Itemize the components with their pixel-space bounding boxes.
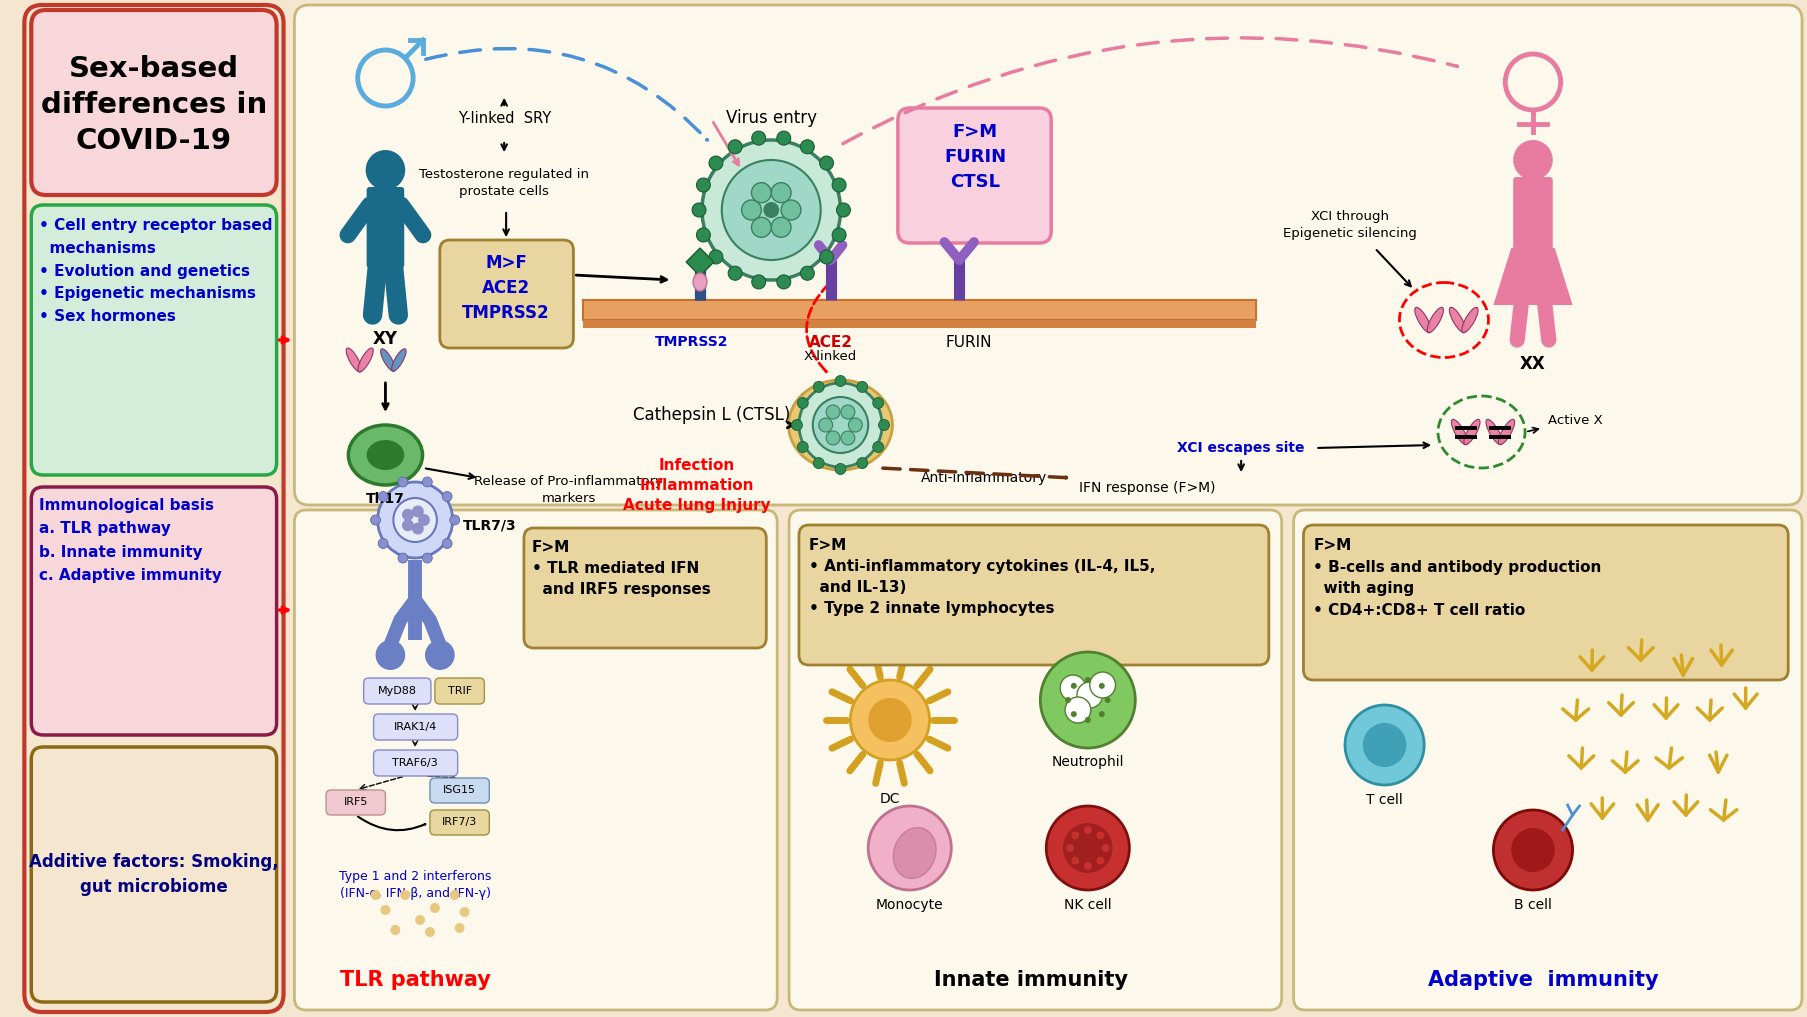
Bar [584, 320, 1256, 328]
Text: Neutrophil: Neutrophil [1052, 755, 1124, 769]
Circle shape [813, 397, 867, 453]
Circle shape [381, 905, 390, 915]
Text: TMPRSS2: TMPRSS2 [656, 335, 728, 349]
Text: F>M
• TLR mediated IFN
  and IRF5 responses: F>M • TLR mediated IFN and IRF5 response… [531, 540, 710, 597]
Text: IRF7/3: IRF7/3 [443, 817, 477, 827]
Circle shape [443, 491, 452, 501]
Circle shape [873, 398, 884, 409]
Circle shape [820, 156, 833, 170]
Circle shape [425, 928, 435, 937]
FancyBboxPatch shape [363, 678, 430, 704]
Text: B cell: B cell [1514, 898, 1552, 912]
Text: NK cell: NK cell [1064, 898, 1111, 912]
Text: X-linked: X-linked [804, 350, 857, 363]
Circle shape [1104, 697, 1111, 703]
Text: TLR7/3: TLR7/3 [463, 518, 517, 532]
Ellipse shape [381, 349, 396, 371]
Text: Anti-inflammatory: Anti-inflammatory [922, 471, 1046, 485]
Text: IFN response (F>M): IFN response (F>M) [1079, 481, 1216, 495]
Text: Immunological basis
a. TLR pathway
b. Innate immunity
c. Adaptive immunity: Immunological basis a. TLR pathway b. In… [40, 498, 222, 583]
Circle shape [1097, 831, 1104, 839]
Text: ACE2: ACE2 [808, 335, 853, 350]
Text: Infection
Inflammation
Acute lung Injury: Infection Inflammation Acute lung Injury [623, 458, 772, 513]
Circle shape [878, 419, 889, 430]
FancyBboxPatch shape [790, 510, 1281, 1010]
Bar [1455, 426, 1476, 430]
Circle shape [376, 640, 405, 670]
FancyBboxPatch shape [295, 510, 777, 1010]
Circle shape [1063, 823, 1113, 873]
Circle shape [692, 203, 707, 217]
Circle shape [813, 458, 824, 469]
Ellipse shape [392, 349, 407, 371]
Circle shape [721, 160, 820, 260]
Circle shape [777, 275, 791, 289]
Text: TRAF6/3: TRAF6/3 [392, 758, 437, 768]
Circle shape [820, 250, 833, 264]
Text: Release of Pro-inflammatory
markers: Release of Pro-inflammatory markers [473, 475, 663, 505]
Text: Virus entry: Virus entry [726, 109, 817, 127]
Circle shape [1344, 705, 1424, 785]
Circle shape [833, 178, 846, 192]
FancyArrowPatch shape [426, 49, 707, 140]
Text: Innate immunity: Innate immunity [934, 970, 1128, 990]
Circle shape [813, 381, 824, 393]
Circle shape [826, 431, 840, 445]
Text: F>M
• Anti-inflammatory cytokines (IL-4, IL5,
  and IL-13)
• Type 2 innate lymph: F>M • Anti-inflammatory cytokines (IL-4,… [810, 538, 1155, 616]
Circle shape [1066, 844, 1073, 852]
Circle shape [873, 441, 884, 453]
Circle shape [378, 539, 389, 548]
Circle shape [1064, 697, 1072, 703]
Circle shape [752, 218, 772, 237]
Text: IRAK1/4: IRAK1/4 [394, 722, 437, 732]
Circle shape [1102, 844, 1109, 852]
Circle shape [696, 178, 710, 192]
Ellipse shape [893, 828, 936, 879]
Circle shape [840, 405, 855, 419]
Text: XCI escapes site: XCI escapes site [1178, 441, 1305, 455]
Circle shape [443, 539, 452, 548]
FancyArrowPatch shape [842, 38, 1456, 143]
Text: ISG15: ISG15 [443, 785, 475, 795]
Circle shape [857, 458, 867, 469]
Text: Additive factors: Smoking,
gut microbiome: Additive factors: Smoking, gut microbiom… [29, 852, 278, 896]
Ellipse shape [1485, 419, 1502, 444]
Text: Sex-based
differences in
COVID-19: Sex-based differences in COVID-19 [42, 55, 267, 155]
Circle shape [1099, 682, 1104, 689]
Circle shape [1046, 806, 1129, 890]
Circle shape [728, 139, 743, 154]
FancyBboxPatch shape [430, 778, 490, 803]
Text: Type 1 and 2 interferons
(IFN-α, IFN-β, and IFN-γ): Type 1 and 2 interferons (IFN-α, IFN-β, … [340, 870, 492, 900]
Polygon shape [1493, 248, 1572, 305]
FancyBboxPatch shape [898, 108, 1052, 243]
Circle shape [378, 482, 454, 558]
Circle shape [772, 218, 791, 237]
FancyArrowPatch shape [806, 284, 829, 372]
FancyBboxPatch shape [1512, 177, 1552, 251]
Circle shape [752, 131, 766, 145]
Ellipse shape [358, 348, 374, 372]
FancyBboxPatch shape [374, 750, 457, 776]
Circle shape [849, 418, 862, 432]
Ellipse shape [1498, 419, 1514, 444]
FancyBboxPatch shape [435, 678, 484, 704]
Circle shape [1061, 675, 1086, 701]
Circle shape [1041, 652, 1135, 747]
Circle shape [423, 553, 432, 563]
Circle shape [412, 505, 425, 518]
FancyBboxPatch shape [799, 525, 1269, 665]
Circle shape [1099, 711, 1104, 717]
Circle shape [1493, 810, 1572, 890]
Circle shape [1512, 140, 1552, 180]
FancyBboxPatch shape [31, 10, 276, 195]
Circle shape [797, 441, 808, 453]
Circle shape [835, 375, 846, 386]
Ellipse shape [1451, 419, 1467, 444]
Text: Cathepsin L (CTSL): Cathepsin L (CTSL) [632, 406, 790, 424]
Circle shape [772, 183, 791, 202]
FancyBboxPatch shape [31, 205, 276, 475]
Circle shape [1072, 711, 1077, 717]
Circle shape [791, 419, 802, 430]
Circle shape [1072, 682, 1077, 689]
Text: Monocyte: Monocyte [876, 898, 943, 912]
